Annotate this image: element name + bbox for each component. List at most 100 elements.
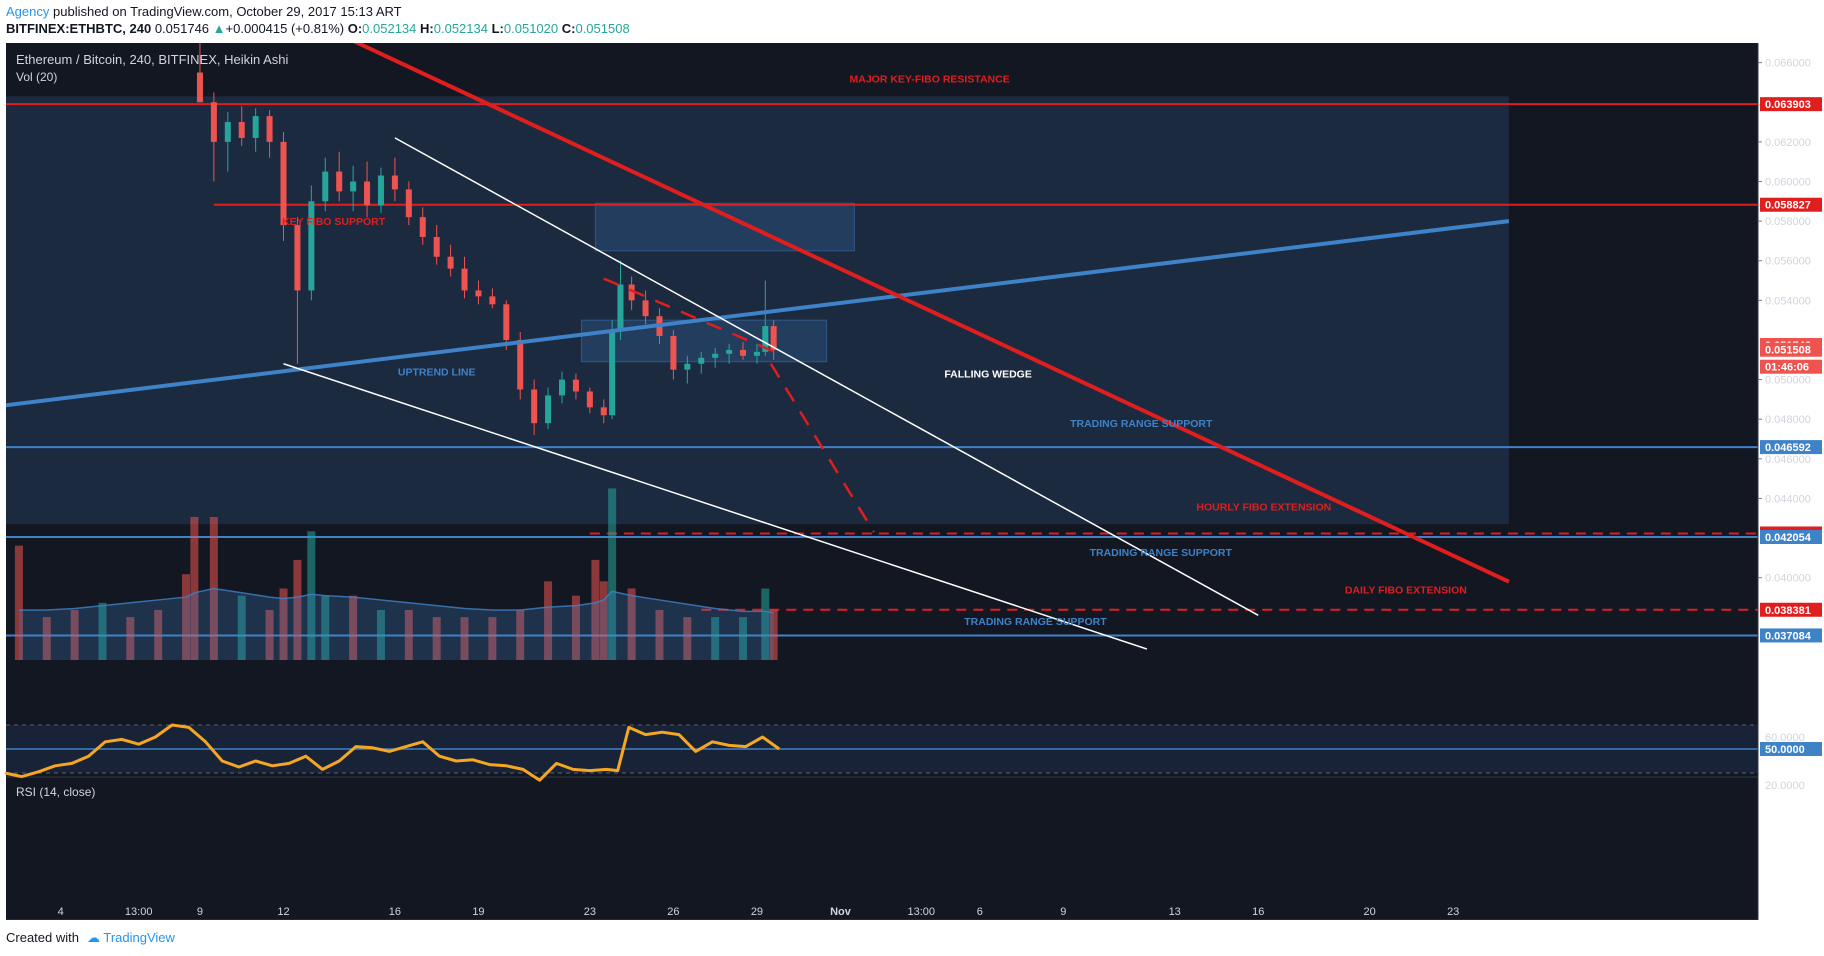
price-marker (1760, 602, 1822, 617)
volume-bar (655, 609, 664, 660)
volume-bar (683, 617, 692, 660)
y-tick-label: 0.066000 (1765, 58, 1811, 70)
volume-bar (42, 617, 51, 660)
candle-body (531, 389, 538, 424)
volume-bar (70, 609, 79, 660)
x-tick-label: 23 (584, 906, 596, 918)
zone-box (6, 96, 1509, 525)
created-with-text: Created with (6, 930, 79, 945)
volume-bar (307, 531, 316, 660)
x-tick-label: 13:00 (125, 906, 153, 918)
candle-body (572, 379, 579, 392)
volume-bar (711, 617, 720, 660)
chart-legend-title: Ethereum / Bitcoin, 240, BITFINEX, Heiki… (16, 52, 289, 67)
x-tick-label: 4 (58, 906, 64, 918)
change-arrow-icon: ▲ (212, 21, 226, 36)
candle-body (336, 171, 343, 192)
candle-body (238, 122, 245, 138)
y-tick-label: 0.062000 (1765, 137, 1811, 149)
volume-bar (571, 595, 580, 660)
y-tick-label: 0.044000 (1765, 493, 1811, 505)
publisher-link[interactable]: Agency (6, 4, 50, 19)
candle-body (447, 256, 454, 269)
tradingview-logo-icon[interactable]: ☁ (86, 930, 100, 945)
candle-body (461, 268, 468, 291)
price-marker (1760, 529, 1822, 544)
last-price: 0.051746 (154, 21, 210, 36)
volume-bar (293, 559, 302, 660)
volume-pane (14, 488, 778, 660)
chart-area[interactable]: MAJOR KEY-FIBO RESISTANCE KEY FIBO SUPPOR… (0, 43, 1824, 920)
chart-annotation: FALLING WEDGE (944, 369, 1032, 381)
x-tick-label: 16 (1252, 906, 1264, 918)
volume-bar (739, 617, 748, 660)
x-tick-label: 19 (472, 906, 484, 918)
trend-line (6, 219, 1510, 408)
close-label: C: (561, 21, 576, 36)
low-value: 0.051020 (503, 21, 559, 36)
footer: Created with ☁ TradingView (6, 930, 175, 946)
open-label: O: (347, 21, 363, 36)
x-tick-label: 16 (389, 906, 401, 918)
volume-bar (761, 588, 770, 660)
x-tick-label: 9 (1060, 906, 1066, 918)
trend-line (769, 363, 875, 533)
tradingview-link[interactable]: TradingView (103, 930, 175, 945)
volume-bar (544, 581, 553, 660)
candle-body (266, 116, 273, 142)
candle-body (726, 349, 733, 354)
rsi-mid-marker (1760, 742, 1822, 756)
candle-body (489, 296, 496, 305)
y-tick-label: 0.060000 (1765, 176, 1811, 188)
price-marker-label: 0.037084 (1765, 630, 1812, 642)
volume-bar (349, 595, 358, 660)
trend-line (603, 277, 780, 355)
volume-bar (608, 488, 617, 660)
candle-body (391, 175, 398, 190)
candle-body (586, 391, 593, 408)
x-tick-label: 13:00 (907, 906, 935, 918)
volume-bar (488, 617, 497, 660)
volume-bar (599, 581, 608, 660)
chart-annotation: TRADING RANGE SUPPORT (1070, 418, 1213, 430)
axes: 0.066000 0.062000 0.060000 0.058000 0.056000… (6, 43, 1822, 920)
volume-bar (154, 609, 163, 660)
x-tick-label: 12 (277, 906, 289, 918)
candle-body (698, 357, 705, 364)
candle-body (308, 201, 315, 291)
price-marker-label: 01:46:06 (1765, 362, 1809, 374)
price-marker (1760, 197, 1822, 212)
price-pane[interactable]: MAJOR KEY-FIBO RESISTANCE KEY FIBO SUPPOR… (5, 43, 1758, 650)
candle-body (770, 326, 777, 350)
price-marker-label: 0.046592 (1765, 442, 1811, 454)
y-tick-label: 0.048000 (1765, 414, 1811, 426)
price-marker (1760, 97, 1822, 112)
candle-body (762, 326, 769, 352)
volume-legend: Vol (20) (16, 70, 57, 84)
candle-body (252, 116, 259, 138)
trend-line (394, 137, 1259, 616)
x-tick-label: 6 (977, 906, 983, 918)
candle-body (600, 407, 607, 416)
volume-bar (14, 545, 23, 660)
volume-bar (190, 517, 199, 660)
candle-body (545, 395, 552, 424)
candle-body (617, 284, 624, 331)
volume-bar (279, 588, 288, 660)
volume-bar (432, 617, 441, 660)
volume-bar (98, 602, 107, 660)
y-tick-label: 0.050000 (1765, 375, 1811, 387)
rsi-pane[interactable] (4, 723, 1758, 920)
rsi-line (4, 723, 781, 782)
price-change: +0.000415 (+0.81%) (225, 21, 345, 36)
price-marker-label: 0.038381 (1765, 605, 1811, 617)
candle-body (684, 363, 691, 370)
low-label: L: (491, 21, 504, 36)
candle-body (712, 353, 719, 358)
rsi-tick-label: 60.0000 (1765, 732, 1805, 744)
volume-bar (460, 617, 469, 660)
volume-bar (265, 609, 274, 660)
volume-bar (237, 595, 246, 660)
candle-body (210, 102, 217, 142)
chart-annotation: TRADING RANGE SUPPORT (1090, 547, 1233, 559)
